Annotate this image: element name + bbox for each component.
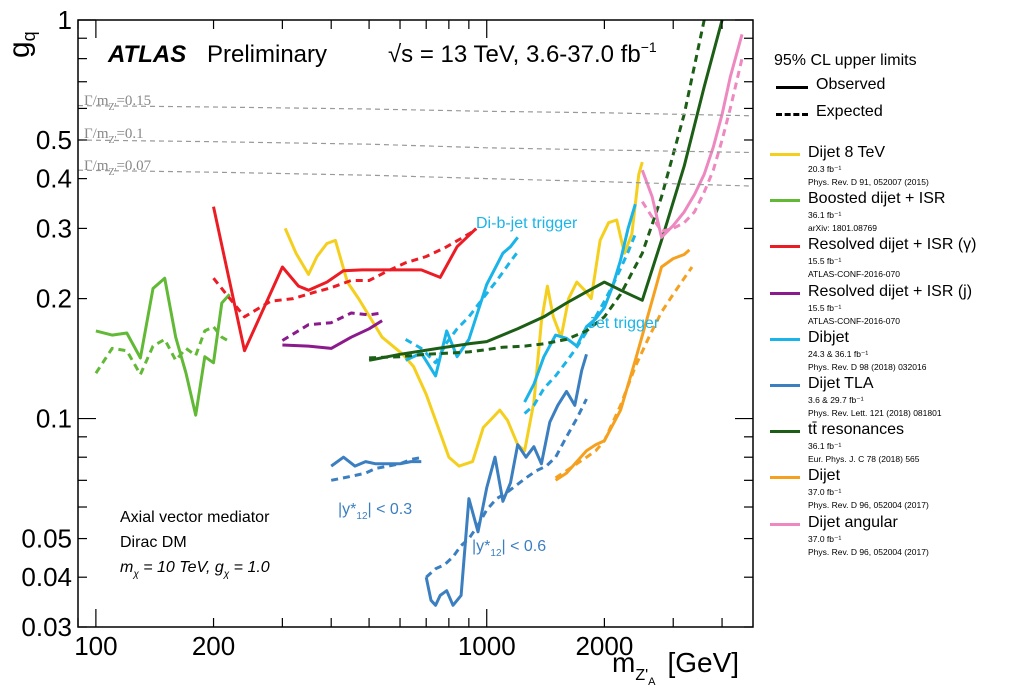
limit-plot: 0.03 0.04 0.05 0.1 0.2 0.3 0.4 0.5 1 100 200 1000 20… xyxy=(3,5,754,688)
legend-lumi: 36.1 fb⁻¹ xyxy=(808,441,842,452)
dibjet-trigger-label: Di-b-jet trigger xyxy=(476,215,578,232)
legend-swatch xyxy=(770,430,800,434)
series-observed-0 xyxy=(283,161,644,468)
legend-label: Resolved dijet + ISR (j) xyxy=(808,282,973,300)
x-tick-label: 200 xyxy=(192,631,235,661)
info-couplings: mχ = 10 TeV, gχ = 1.0 xyxy=(120,559,270,580)
y-tick-label: 0.3 xyxy=(36,213,72,243)
model-info: Axial vector mediator Dirac DM mχ = 10 T… xyxy=(120,509,270,580)
series-expected-20 xyxy=(641,58,744,233)
y-tick-label: 0.05 xyxy=(21,524,72,554)
energy-lumi-label: √s = 13 TeV, 3.6-37.0 fb−1 xyxy=(388,39,657,68)
x-tick-label: 2000 xyxy=(575,631,633,661)
series-observed-17 xyxy=(554,248,691,482)
width-label-007: Γ/mZ'=0.07 xyxy=(84,158,152,178)
jet-trigger-label: Jet trigger xyxy=(588,315,660,332)
width-label-010: Γ/mZ'=0.1 xyxy=(84,126,144,146)
legend-observed-line xyxy=(776,86,808,89)
width-labels: Γ/mZ'=0.15 Γ/mZ'=0.1 Γ/mZ'=0.07 xyxy=(84,93,152,178)
series-expected-6 xyxy=(281,311,383,342)
legend-reference: arXiv: 1801.08769 xyxy=(808,223,877,234)
series-width-22 xyxy=(77,139,754,154)
legend-label: Dijet 8 TeV xyxy=(808,144,886,161)
legend-lumi: 36.1 fb⁻¹ xyxy=(808,210,842,221)
y-tick-label: 0.5 xyxy=(36,125,72,155)
legend-swatch xyxy=(770,476,800,480)
series-observed-13 xyxy=(424,353,588,607)
legend-label: Resolved dijet + ISR (γ) xyxy=(808,236,977,254)
x-tick-label: 100 xyxy=(74,631,117,661)
legend-lumi: 3.6 & 29.7 fb⁻¹ xyxy=(808,395,864,405)
y-tick-label: 0.04 xyxy=(21,562,72,592)
series-width-23 xyxy=(77,169,754,187)
series-observed-19 xyxy=(640,34,744,239)
series-observed-3 xyxy=(212,206,478,353)
info-dm-type: Dirac DM xyxy=(120,534,187,551)
legend-swatch xyxy=(770,245,800,249)
info-mediator: Axial vector mediator xyxy=(120,509,270,526)
series-expected-12 xyxy=(330,455,424,482)
legend-swatch xyxy=(770,337,800,341)
series-expected-14 xyxy=(425,398,588,579)
legend-lumi: 20.3 fb⁻¹ xyxy=(808,164,842,174)
x-tick-label: 1000 xyxy=(458,631,516,661)
legend-swatch xyxy=(770,384,800,387)
y-tick-label: 1 xyxy=(58,5,72,35)
legend-label: Boosted dijet + ISR xyxy=(808,190,946,208)
legend-label: Dibjet xyxy=(808,328,849,346)
series-observed-11 xyxy=(330,455,422,468)
legend-swatch xyxy=(770,522,800,526)
y-tick-label: 0.4 xyxy=(36,164,72,194)
preliminary-label: Preliminary xyxy=(207,41,327,68)
legend-lumi: 15.5 fb⁻¹ xyxy=(808,256,842,267)
series-observed-15 xyxy=(368,19,724,362)
y-tick-label: 0.03 xyxy=(21,612,72,642)
legend-swatch xyxy=(770,153,800,156)
legend-reference: Phys. Rev. D 96, 052004 (2017) xyxy=(808,546,929,557)
legend-label: Dijet angular xyxy=(808,513,898,531)
x-axis-title: mZ'A[GeV] xyxy=(612,647,739,688)
legend-reference: Phys. Rev. D 91, 052007 (2015) xyxy=(808,177,929,187)
series-observed-9 xyxy=(523,203,637,403)
legend-reference: Phys. Rev. D 96, 052004 (2017) xyxy=(808,500,929,511)
atlas-label: ATLAS xyxy=(107,41,186,68)
series-expected-4 xyxy=(212,228,477,319)
legend-swatch xyxy=(770,199,800,203)
series-observed-5 xyxy=(282,319,383,350)
tla-rapidity-03-label: |y*12| < 0.3 xyxy=(338,501,412,522)
series-expected-18 xyxy=(554,266,694,480)
legend-swatch xyxy=(770,291,800,295)
series-width-21 xyxy=(77,105,754,117)
legend-lumi: 15.5 fb⁻¹ xyxy=(808,302,842,313)
legend-title: 95% CL upper limits xyxy=(774,52,917,69)
legend-lumi: 37.0 fb⁻¹ xyxy=(808,487,842,498)
width-label-015: Γ/mZ'=0.15 xyxy=(84,93,151,113)
legend-label: Dijet xyxy=(808,467,841,485)
legend-label: Dijet TLA xyxy=(808,375,874,392)
y-axis-title: gq xyxy=(3,31,39,58)
tla-rapidity-06-label: |y*12| < 0.6 xyxy=(472,538,546,559)
series-observed-1 xyxy=(95,276,231,417)
legend-reference: ATLAS-CONF-2016-070 xyxy=(808,269,900,280)
series-observed-7 xyxy=(404,236,519,378)
plot-frame xyxy=(77,19,754,628)
legend-label: tt̄ resonances xyxy=(808,421,905,439)
y-tick-label: 0.2 xyxy=(36,284,72,314)
legend-lumi: 24.3 & 36.1 fb⁻¹ xyxy=(808,348,869,359)
y-tick-label: 0.1 xyxy=(36,404,72,434)
legend-reference: Eur. Phys. J. C 78 (2018) 565 xyxy=(808,454,920,465)
y-axis-title-sub: q xyxy=(19,31,39,41)
legend-reference: ATLAS-CONF-2016-070 xyxy=(808,315,900,326)
legend-lumi: 37.0 fb⁻¹ xyxy=(808,533,842,544)
legend-reference: Phys. Rev. D 98 (2018) 032016 xyxy=(808,361,927,372)
legend-reference: Phys. Rev. Lett. 121 (2018) 081801 xyxy=(808,408,942,418)
series-expected-16 xyxy=(369,19,706,360)
legend-expected-line xyxy=(776,113,808,116)
